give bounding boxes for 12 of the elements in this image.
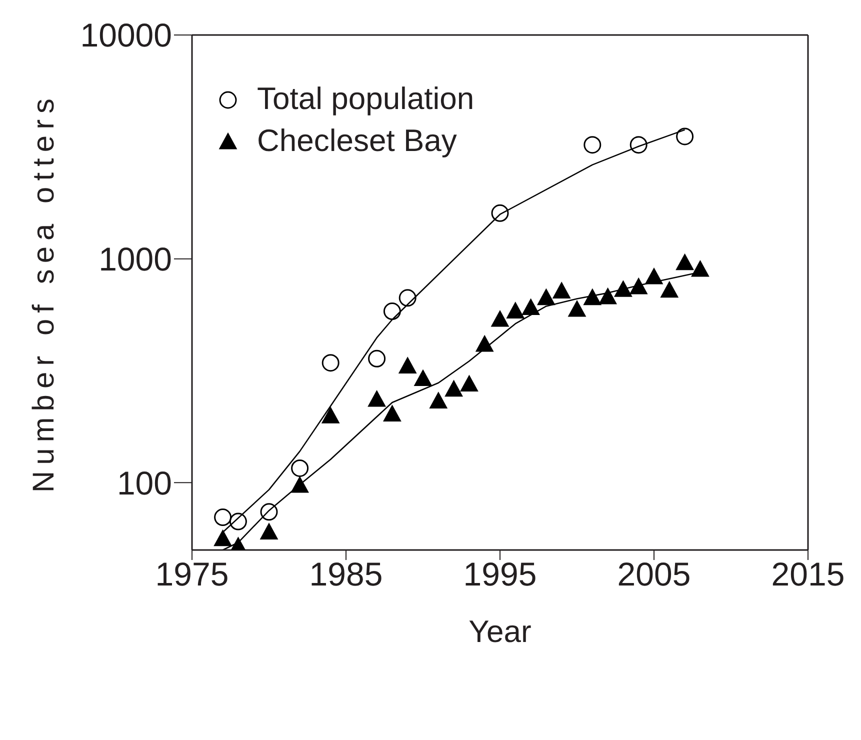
- y-axis-title: Number of sea otters: [28, 92, 60, 493]
- x-tick-label: 2015: [771, 555, 845, 592]
- legend-label: Checleset Bay: [257, 122, 457, 160]
- x-axis-title: Year: [468, 614, 532, 649]
- x-tick-label: 2005: [617, 555, 691, 592]
- x-tick-label: 1985: [309, 555, 383, 592]
- y-tick-label: 1000: [98, 240, 172, 278]
- x-tick-label: 1975: [155, 555, 229, 592]
- y-tick-label: 10000: [80, 16, 172, 54]
- y-tick-label: 100: [116, 464, 172, 502]
- x-tick-label: 1995: [463, 555, 537, 592]
- legend-label: Total population: [257, 80, 474, 118]
